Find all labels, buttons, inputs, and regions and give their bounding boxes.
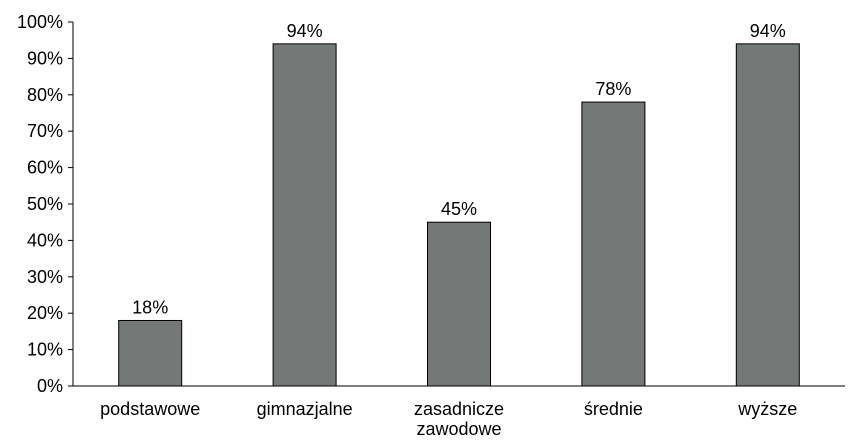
data-label: 18% [132, 297, 168, 317]
bar-3 [427, 221, 491, 387]
y-tick-label: 90% [27, 48, 63, 68]
bar-4 [581, 101, 646, 387]
y-tick-label: 50% [27, 194, 63, 214]
y-tick-label: 40% [27, 230, 63, 250]
data-label: 78% [595, 79, 631, 99]
x-category-label: gimnazjalne [257, 399, 353, 419]
x-category-label: zasadnicze zawodowe [414, 399, 504, 439]
bars: 18% 94% 45% 78% 94% [118, 21, 800, 387]
x-axis: podstawowe gimnazjalne zasadnicze zawodowe ś… [73, 385, 845, 439]
bar-1 [118, 319, 183, 387]
y-tick-label: 100% [17, 12, 63, 32]
x-category-label: średnie [584, 399, 643, 419]
x-category-label-line: średnie [584, 399, 643, 419]
y-tick-label: 0% [37, 376, 63, 396]
y-tick-label: 80% [27, 85, 63, 105]
bar-2 [272, 43, 337, 387]
x-category-label-line: gimnazjalne [257, 399, 353, 419]
x-category-label-line: podstawowe [100, 399, 200, 419]
y-tick-label: 60% [27, 158, 63, 178]
x-category-label: podstawowe [100, 399, 200, 419]
data-label: 94% [287, 21, 323, 41]
y-tick-label: 10% [27, 340, 63, 360]
x-category-label-line: wyższe [737, 399, 797, 419]
x-category-label-line: zasadnicze [414, 399, 504, 419]
data-label: 94% [750, 21, 786, 41]
data-label: 45% [441, 199, 477, 219]
y-tick-label: 20% [27, 303, 63, 323]
bar-5 [735, 43, 800, 387]
x-category-label: wyższe [737, 399, 797, 419]
y-axis: 0% 10% 20% 30% 40% 50% 60% 70% 80% 90% 100% [17, 12, 74, 396]
y-tick-label: 30% [27, 267, 63, 287]
y-tick-label: 70% [27, 121, 63, 141]
x-category-label-line: zawodowe [416, 419, 501, 439]
